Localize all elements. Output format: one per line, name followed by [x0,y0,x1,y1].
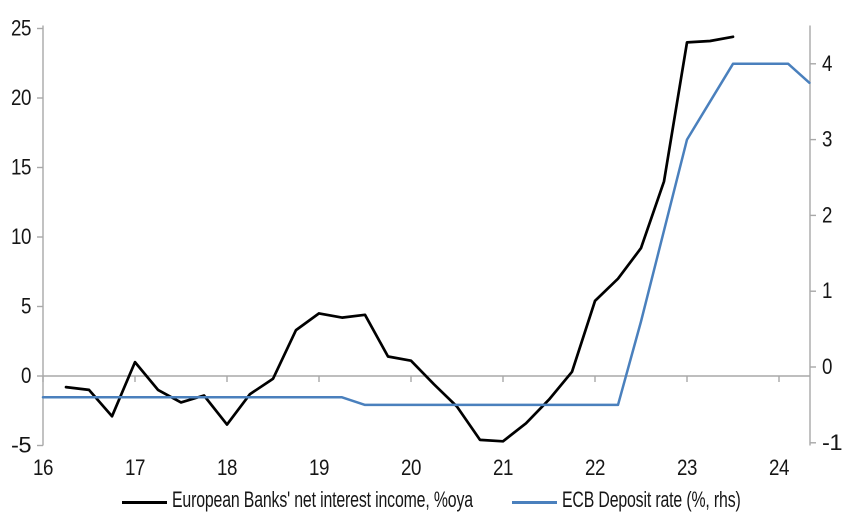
x-axis-tick-label: 17 [125,455,145,480]
right-axis-tick-label: 4 [822,51,832,76]
legend-line-swatch-blue [512,501,557,504]
legend-label-ecb-deposit-rate: ECB Deposit rate (%, rhs) [562,487,741,512]
left-axis-tick-label: -5 [11,433,31,458]
left-axis-tick-label: 5 [21,294,31,319]
x-axis-tick-label: 20 [401,455,421,480]
left-axis-tick-label: 15 [11,155,31,180]
right-axis-tick-label: 0 [822,354,832,379]
right-axis-tick-label: 1 [822,278,832,303]
left-axis-tick-label: 10 [11,224,31,249]
x-axis-tick-label: 22 [585,455,605,480]
right-axis-tick-label: 3 [822,127,832,152]
left-axis-tick-label: 0 [21,363,31,388]
legend-label-net-interest-income: European Banks' net interest income, %oy… [172,487,473,512]
x-axis-tick-label: 21 [493,455,513,480]
left-axis-tick-label: 20 [11,85,31,110]
series-line-ecb-deposit-rate [41,62,811,407]
x-axis-tick-label: 18 [217,455,237,480]
x-axis-tick-label: 23 [677,455,697,480]
right-axis-tick-label: -1 [822,430,842,455]
series-line-net-interest-income [64,35,735,443]
right-axis-tick-label: 2 [822,202,832,227]
x-axis-tick-label: 24 [769,455,789,480]
x-axis-tick-label: 16 [33,455,53,480]
x-axis-tick-label: 19 [309,455,329,480]
left-axis-tick-label: 25 [11,16,31,41]
legend-line-swatch-black [122,501,167,504]
